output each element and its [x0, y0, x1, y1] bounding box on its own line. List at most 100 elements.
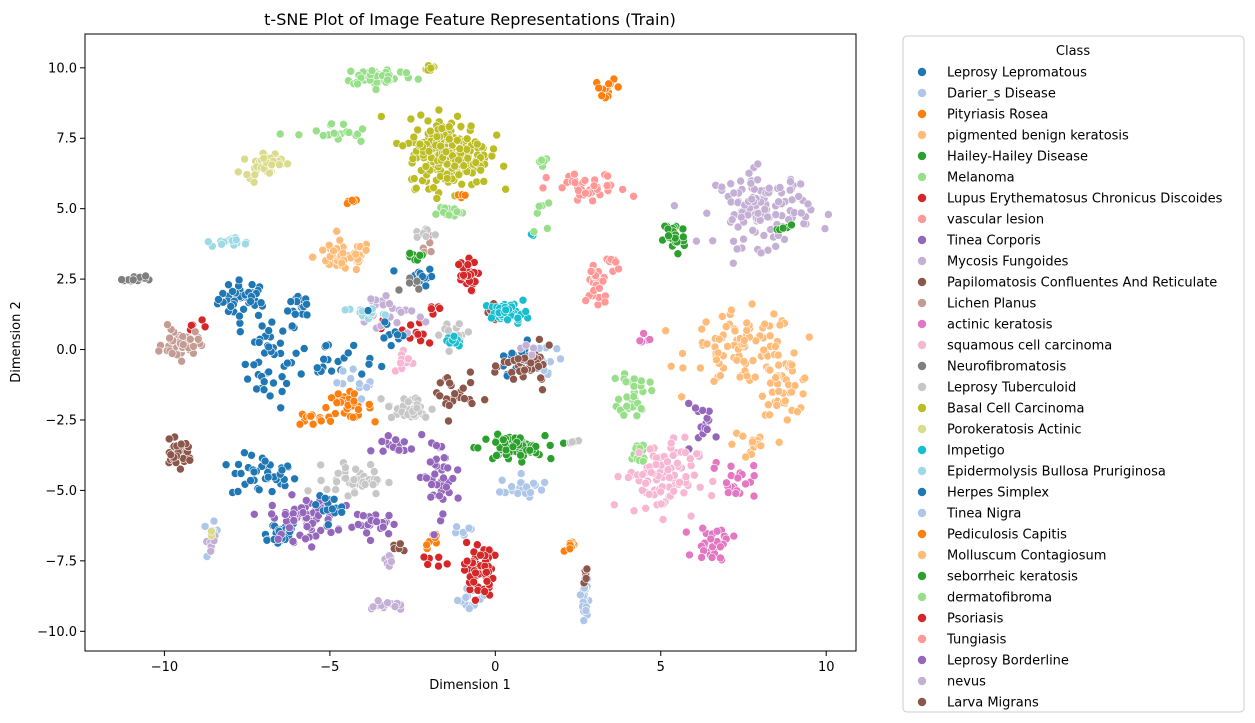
- series-vascular-lesion: [538, 169, 638, 310]
- scatter-point: [207, 526, 216, 536]
- scatter-point: [355, 379, 364, 389]
- scatter-point: [702, 339, 712, 349]
- legend-box: [902, 35, 1245, 713]
- scatter-point: [414, 284, 424, 294]
- scatter-point: [732, 355, 742, 365]
- legend-marker: [917, 235, 927, 245]
- scatter-point: [824, 210, 833, 219]
- scatter-point: [250, 170, 260, 180]
- scatter-point: [333, 389, 343, 399]
- legend-marker: [917, 403, 927, 413]
- scatter-point: [774, 437, 784, 447]
- scatter-point: [685, 550, 694, 560]
- scatter-point: [482, 567, 491, 577]
- scatter-point: [423, 560, 433, 569]
- scatter-point: [678, 224, 688, 234]
- scatter-point: [299, 344, 309, 353]
- scatter-point: [226, 302, 236, 311]
- series-papilomatosis-confluentes-and-reticulate: [164, 299, 554, 474]
- scatter-point: [349, 341, 359, 350]
- plot-frame: [84, 33, 857, 652]
- scatter-point: [722, 478, 731, 488]
- scatter-point: [224, 280, 233, 290]
- scatter-point: [526, 488, 535, 497]
- scatter-point: [738, 431, 748, 441]
- scatter-point: [473, 443, 483, 453]
- scatter-point: [383, 75, 392, 85]
- legend-item: Leprosy Borderline: [917, 654, 1069, 669]
- legend-marker: [917, 550, 927, 560]
- scatter-point: [254, 338, 264, 347]
- scatter-point: [454, 260, 464, 269]
- legend-title: Class: [1056, 44, 1090, 59]
- y-tick-label: 5.0: [56, 202, 77, 217]
- scatter-point: [254, 485, 264, 495]
- scatter-point: [697, 324, 707, 334]
- scatter-point: [739, 234, 748, 244]
- scatter-point: [308, 252, 317, 262]
- scatter-point: [541, 173, 551, 182]
- scatter-point: [338, 366, 348, 376]
- scatter-point: [464, 523, 474, 533]
- scatter-point: [497, 475, 507, 485]
- scatter-point: [471, 568, 480, 578]
- scatter-point: [729, 188, 739, 198]
- scatter-point: [469, 577, 479, 587]
- scatter-point: [326, 416, 335, 426]
- scatter-point: [436, 141, 445, 151]
- scatter-point: [765, 331, 775, 341]
- scatter-point: [425, 338, 434, 348]
- series-basal-cell-carcinoma: [376, 61, 510, 203]
- scatter-point: [733, 473, 743, 483]
- scatter-point: [773, 350, 783, 360]
- scatter-point: [736, 176, 745, 186]
- legend-label: Lupus Erythematosus Chronicus Discoides: [947, 192, 1223, 207]
- scatter-point: [513, 313, 523, 323]
- scatter-point: [556, 354, 565, 364]
- scatter-point: [435, 378, 445, 388]
- scatter-point: [735, 372, 745, 382]
- scatter-point: [368, 602, 378, 612]
- scatter-point: [742, 326, 752, 335]
- scatter-point: [189, 342, 198, 351]
- scatter-point: [407, 444, 416, 454]
- scatter-point: [444, 346, 454, 356]
- scatter-point: [540, 478, 549, 487]
- scatter-point: [275, 160, 284, 169]
- scatter-point: [256, 298, 266, 308]
- scatter-point: [352, 265, 361, 274]
- y-tick-label: −5.0: [45, 484, 77, 499]
- legend-item: Darier_s Disease: [917, 87, 1056, 102]
- scatter-point: [525, 445, 535, 455]
- scatter-point: [411, 183, 421, 193]
- scatter-point: [443, 463, 453, 473]
- scatter-point: [629, 506, 639, 516]
- scatter-point: [254, 311, 263, 320]
- scatter-point: [240, 154, 249, 164]
- scatter-point: [263, 472, 273, 482]
- scatter-point: [673, 458, 682, 468]
- scatter-point: [729, 531, 739, 541]
- scatter-point: [796, 179, 806, 189]
- scatter-point: [461, 593, 471, 602]
- scatter-point: [449, 331, 459, 341]
- scatter-point: [327, 393, 336, 403]
- legend-marker: [917, 571, 927, 581]
- scatter-point: [726, 179, 736, 188]
- legend-marker: [917, 88, 927, 98]
- scatter-point: [249, 178, 259, 187]
- scatter-point: [723, 488, 733, 497]
- scatter-point: [463, 260, 473, 270]
- scatter-point: [289, 516, 299, 525]
- legend-label: Molluscum Contagiosum: [947, 549, 1106, 564]
- scatter-point: [464, 327, 473, 337]
- scatter-point: [316, 416, 326, 426]
- scatter-point: [789, 348, 799, 358]
- scatter-point: [278, 326, 288, 336]
- scatter-point: [610, 374, 620, 383]
- scatter-point: [479, 177, 489, 186]
- scatter-point: [429, 530, 439, 540]
- scatter-point: [753, 159, 763, 169]
- scatter-point: [535, 335, 544, 344]
